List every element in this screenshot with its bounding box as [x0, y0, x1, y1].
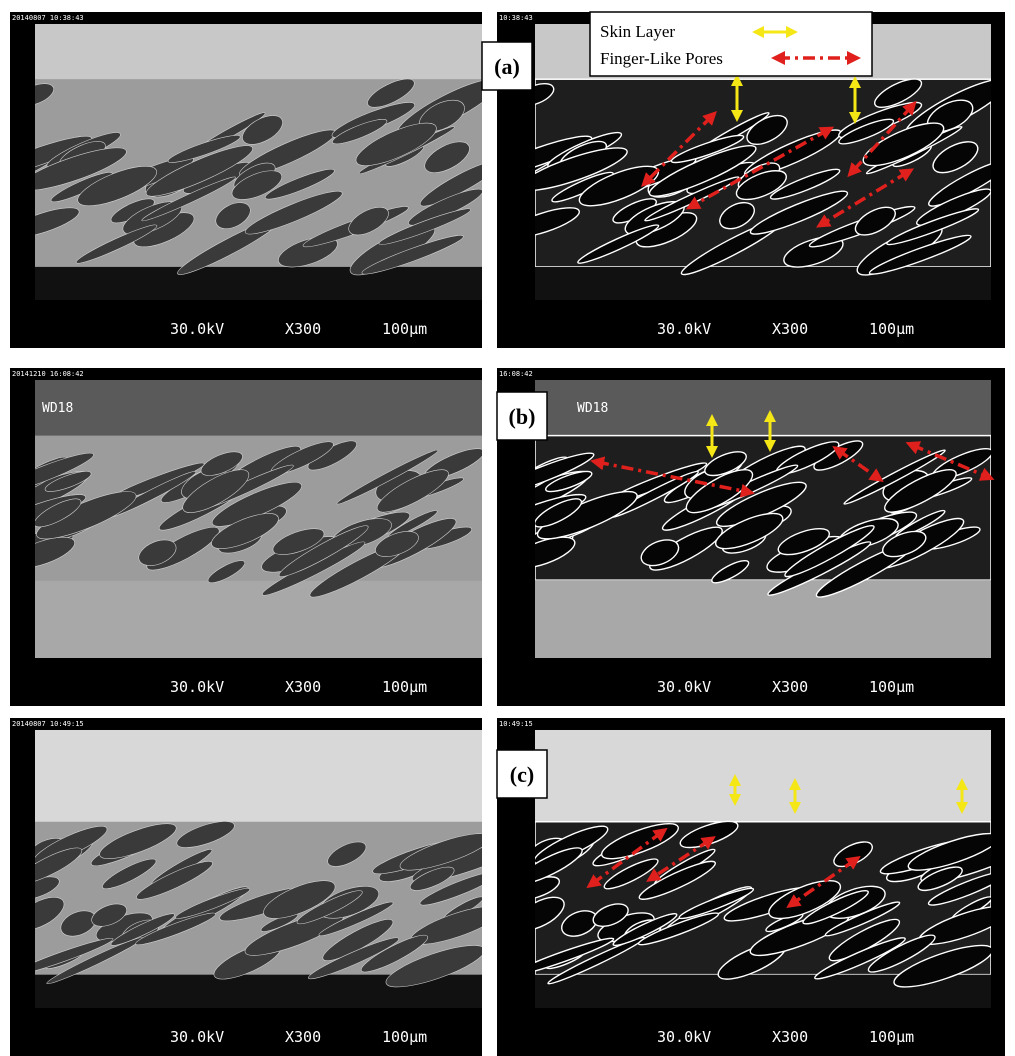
magnification: X300: [285, 320, 321, 338]
scale-bar-label: 100µm: [869, 320, 914, 338]
scale-bar-label: 100µm: [869, 678, 914, 696]
timestamp: 10:38:43: [499, 14, 533, 22]
scale-bar-label: 100µm: [869, 1028, 914, 1046]
panel-label: (a): [494, 54, 520, 79]
substrate: [35, 580, 482, 658]
panel-label: (b): [509, 404, 536, 429]
timestamp: 20140807 10:49:15: [12, 720, 84, 728]
working-distance: WD18: [42, 401, 73, 416]
magnification: X300: [772, 320, 808, 338]
voltage: 30.0kV: [657, 1028, 711, 1046]
voltage: 30.0kV: [657, 678, 711, 696]
timestamp: 10:49:15: [499, 720, 533, 728]
magnification: X300: [772, 678, 808, 696]
image-area: [0, 730, 523, 1008]
working-distance: WD18: [577, 401, 608, 416]
scale-bar-label: 100µm: [382, 678, 427, 696]
voltage: 30.0kV: [170, 320, 224, 338]
sem-image: 20141210 16:08:42 WD18 30.0kV X300 100µm: [0, 368, 487, 706]
scale-bar-label: 100µm: [382, 320, 427, 338]
sem-image: 20140807 10:38:43 30.0kV X300 100µm: [0, 12, 505, 348]
substrate: [35, 267, 482, 300]
figure: 20140807 10:38:43 30.0kV X300 100µm 10:38:43…: [0, 0, 1015, 1056]
timestamp: 16:08:42: [499, 370, 533, 378]
voltage: 30.0kV: [170, 1028, 224, 1046]
magnification: X300: [285, 1028, 321, 1046]
sem-image: 20140807 10:49:15 30.0kV X300 100µm: [0, 718, 523, 1056]
image-area: [486, 380, 995, 658]
voltage: 30.0kV: [657, 320, 711, 338]
sem-image: 16:08:42 WD18 30.0kV X300 100µm: [486, 368, 1005, 706]
sem-image: 10:49:15 30.0kV X300 100µm: [482, 718, 1015, 1056]
substrate: [535, 267, 991, 300]
substrate: [535, 580, 991, 658]
voltage: 30.0kV: [170, 678, 224, 696]
scale-bar-label: 100µm: [382, 1028, 427, 1046]
image-area: [0, 380, 487, 658]
magnification: X300: [285, 678, 321, 696]
timestamp: 20140807 10:38:43: [12, 14, 84, 22]
legend-finger-pores: Finger-Like Pores: [600, 49, 723, 68]
magnification: X300: [772, 1028, 808, 1046]
panels: 20140807 10:38:43 30.0kV X300 100µm 10:38:43…: [0, 12, 1015, 1056]
image-area: [482, 730, 1015, 1008]
timestamp: 20141210 16:08:42: [12, 370, 84, 378]
legend-skin-layer: Skin Layer: [600, 22, 675, 41]
image-area: [0, 24, 505, 300]
panel-label: (c): [510, 762, 534, 787]
